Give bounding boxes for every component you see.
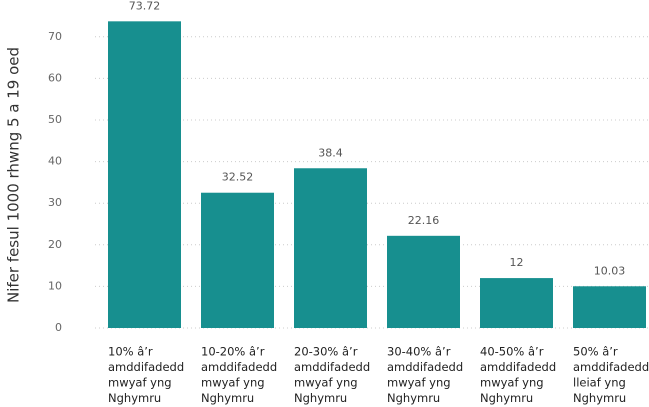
x-tick-label: 10-20% â’r	[201, 345, 265, 359]
value-label: 32.52	[222, 171, 254, 184]
x-tick-label: Nghymru	[201, 391, 254, 405]
x-tick-label: lleiaf yng	[573, 376, 626, 390]
bar	[387, 235, 460, 328]
x-tick-label: mwyaf yng	[387, 376, 451, 390]
x-tick-label: 10% â’r	[108, 345, 153, 359]
bar	[294, 168, 367, 328]
bar	[108, 21, 181, 329]
x-tick-label: mwyaf yng	[480, 376, 544, 390]
x-tick-label: Nghymru	[480, 391, 533, 405]
x-tick-label: 50% â’r	[573, 345, 618, 359]
x-tick-label: amddifadedd	[201, 360, 277, 374]
value-label: 12	[510, 256, 524, 269]
x-tick-label: amddifadedd	[480, 360, 556, 374]
x-tick-label: amddifadedd	[387, 360, 463, 374]
value-label: 22.16	[408, 214, 440, 227]
x-tick-label: 20-30% â’r	[294, 345, 358, 359]
y-tick-label: 60	[48, 71, 62, 84]
y-tick-label: 70	[48, 30, 62, 43]
x-tick-label: Nghymru	[387, 391, 440, 405]
y-tick-label: 50	[48, 113, 62, 126]
x-tick-label: mwyaf yng	[294, 376, 358, 390]
x-tick-label: Nghymru	[108, 391, 161, 405]
x-tick-label: amddifadedd	[294, 360, 370, 374]
x-tick-label: amddifadedd	[573, 360, 649, 374]
x-tick-label: mwyaf yng	[108, 376, 172, 390]
x-tick-label: mwyaf yng	[201, 376, 265, 390]
x-tick-label: Nghymru	[294, 391, 347, 405]
y-tick-label: 10	[48, 279, 62, 292]
value-label: 38.4	[318, 146, 343, 159]
x-tick-label: 30-40% â’r	[387, 345, 451, 359]
bar	[201, 192, 274, 328]
y-tick-label: 40	[48, 155, 62, 168]
value-label: 73.72	[129, 0, 161, 12]
y-axis-title: Nifer fesul 1000 rhwng 5 a 19 oed	[5, 47, 23, 303]
y-tick-label: 20	[48, 238, 62, 251]
x-tick-label: amddifadedd	[108, 360, 184, 374]
y-tick-label: 30	[48, 196, 62, 209]
bar	[573, 286, 646, 328]
bar	[480, 278, 553, 328]
y-tick-label: 0	[55, 321, 62, 334]
value-label: 10.03	[594, 264, 626, 277]
x-tick-label: 40-50% â’r	[480, 345, 544, 359]
x-tick-label: Nghymru	[573, 391, 626, 405]
